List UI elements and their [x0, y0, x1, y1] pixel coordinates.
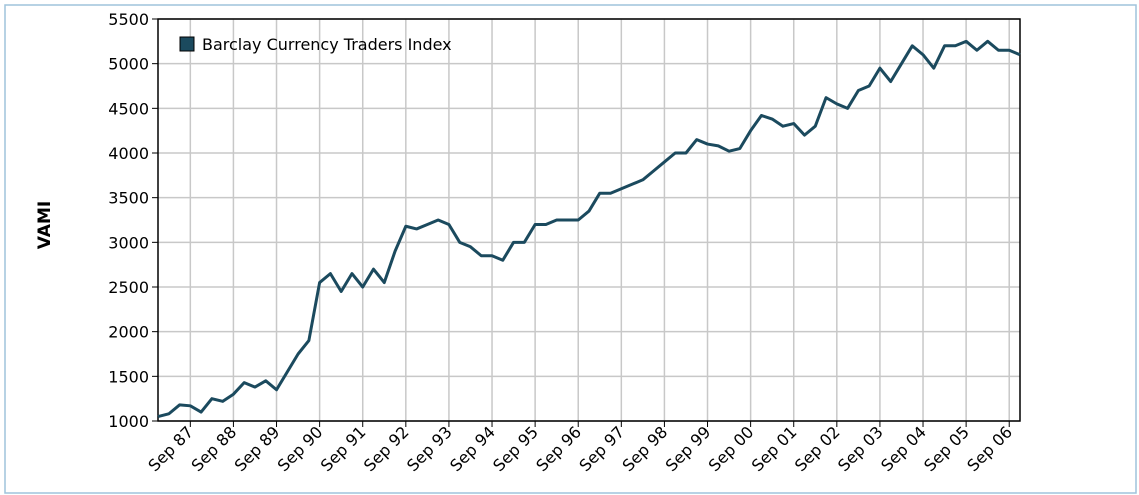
- y-tick-label: 2500: [108, 278, 149, 297]
- x-tick-label: Sep 95: [489, 422, 542, 475]
- plot-area: [158, 19, 1020, 421]
- x-tick-label: Sep 90: [274, 422, 327, 475]
- y-tick-label: 4500: [108, 99, 149, 118]
- x-tick-label: Sep 93: [403, 422, 456, 475]
- legend-label: Barclay Currency Traders Index: [202, 35, 452, 54]
- data-line: [157, 39, 1021, 418]
- y-tick-label: 1500: [108, 367, 149, 386]
- plot-border: [157, 18, 1021, 422]
- x-tick-label: Sep 98: [618, 422, 671, 475]
- y-tick-label: 5000: [108, 55, 149, 74]
- frame: [4, 4, 1137, 494]
- x-tick-label: Sep 94: [446, 422, 499, 475]
- x-tick-label: Sep 97: [575, 422, 628, 475]
- x-tick-label: Sep 02: [791, 422, 844, 475]
- x-tick-label: Sep 05: [920, 422, 973, 475]
- y-tick-label: 5500: [108, 10, 149, 29]
- x-tick-label: Sep 00: [705, 422, 758, 475]
- x-tick-label: Sep 92: [360, 422, 413, 475]
- y-tick-label: 3500: [108, 189, 149, 208]
- x-tick-label: Sep 99: [662, 422, 715, 475]
- y-tick-label: 3000: [108, 233, 149, 252]
- x-tick-label: Sep 96: [532, 422, 585, 475]
- y-tick-label: 1000: [108, 412, 149, 431]
- y-tick-label: 4000: [108, 144, 149, 163]
- x-tick-label: Sep 91: [317, 422, 370, 475]
- x-tick-label: Sep 88: [187, 422, 240, 475]
- x-tick-label: Sep 04: [877, 422, 930, 475]
- legend-swatch: [179, 36, 195, 52]
- y-tick-label: 2000: [108, 323, 149, 342]
- x-tick-label: Sep 87: [144, 422, 197, 475]
- x-tick-label: Sep 01: [748, 422, 801, 475]
- x-tick-label: Sep 89: [231, 422, 284, 475]
- x-tick-label: Sep 06: [963, 422, 1016, 475]
- x-tick-label: Sep 03: [834, 422, 887, 475]
- y-axis-label: VAMI: [35, 201, 55, 249]
